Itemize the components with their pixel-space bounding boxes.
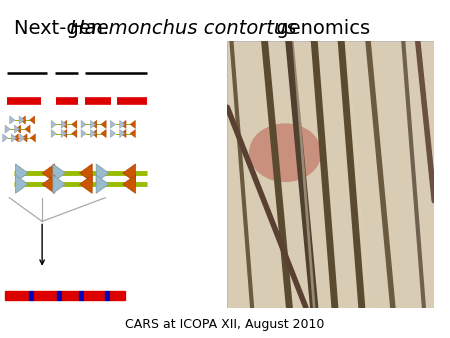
Polygon shape bbox=[14, 125, 20, 133]
Polygon shape bbox=[123, 175, 135, 193]
Polygon shape bbox=[110, 120, 116, 128]
Bar bbox=[110, 291, 125, 300]
Polygon shape bbox=[11, 134, 17, 142]
Polygon shape bbox=[81, 129, 86, 138]
Polygon shape bbox=[62, 120, 67, 128]
Bar bbox=[4, 291, 29, 300]
Polygon shape bbox=[61, 129, 67, 138]
Polygon shape bbox=[15, 125, 21, 133]
Polygon shape bbox=[121, 129, 126, 138]
Text: Haemonchus contortus: Haemonchus contortus bbox=[70, 19, 296, 38]
Polygon shape bbox=[19, 116, 24, 124]
Text: CARS at ICOPA XII, August 2010: CARS at ICOPA XII, August 2010 bbox=[125, 318, 325, 331]
Polygon shape bbox=[25, 125, 30, 133]
Bar bbox=[57, 291, 62, 300]
Polygon shape bbox=[10, 116, 15, 124]
Polygon shape bbox=[53, 175, 66, 193]
Bar bbox=[29, 291, 34, 300]
Polygon shape bbox=[96, 164, 109, 182]
Polygon shape bbox=[130, 129, 135, 138]
Polygon shape bbox=[42, 164, 55, 182]
Bar bbox=[62, 291, 79, 300]
Polygon shape bbox=[101, 129, 106, 138]
Bar bbox=[79, 291, 84, 300]
Polygon shape bbox=[90, 120, 96, 128]
Bar bbox=[84, 291, 104, 300]
Polygon shape bbox=[72, 129, 77, 138]
Polygon shape bbox=[72, 120, 77, 128]
Polygon shape bbox=[15, 175, 28, 193]
Polygon shape bbox=[120, 120, 125, 128]
Polygon shape bbox=[51, 129, 56, 138]
Polygon shape bbox=[80, 164, 92, 182]
Polygon shape bbox=[20, 134, 25, 142]
Polygon shape bbox=[15, 164, 28, 182]
Polygon shape bbox=[13, 134, 18, 142]
Ellipse shape bbox=[249, 123, 321, 182]
Polygon shape bbox=[5, 125, 10, 133]
Polygon shape bbox=[62, 129, 67, 138]
Polygon shape bbox=[81, 120, 86, 128]
Polygon shape bbox=[80, 175, 92, 193]
Polygon shape bbox=[30, 134, 36, 142]
Polygon shape bbox=[30, 116, 35, 124]
Polygon shape bbox=[61, 120, 67, 128]
Polygon shape bbox=[110, 129, 116, 138]
Text: genomics: genomics bbox=[270, 19, 370, 38]
Polygon shape bbox=[130, 120, 135, 128]
Bar bbox=[104, 291, 110, 300]
Polygon shape bbox=[53, 164, 66, 182]
Polygon shape bbox=[96, 175, 109, 193]
Polygon shape bbox=[123, 164, 135, 182]
Polygon shape bbox=[20, 116, 25, 124]
Polygon shape bbox=[91, 129, 97, 138]
Bar bbox=[34, 291, 57, 300]
Polygon shape bbox=[120, 129, 125, 138]
Polygon shape bbox=[3, 134, 8, 142]
Polygon shape bbox=[42, 175, 55, 193]
Polygon shape bbox=[101, 120, 106, 128]
Polygon shape bbox=[90, 129, 96, 138]
Text: Next-gen.: Next-gen. bbox=[14, 19, 115, 38]
Polygon shape bbox=[121, 120, 126, 128]
Polygon shape bbox=[91, 120, 97, 128]
Polygon shape bbox=[22, 134, 27, 142]
Polygon shape bbox=[51, 120, 56, 128]
